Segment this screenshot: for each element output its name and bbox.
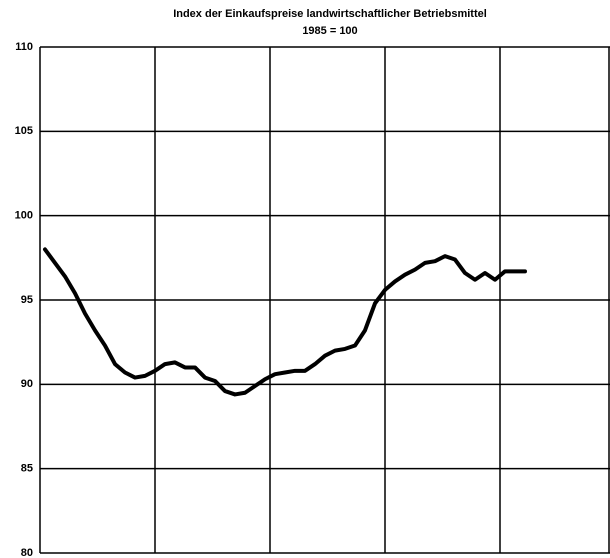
data-line [43, 247, 527, 397]
y-tick-label: 80 [21, 547, 33, 558]
chart-subtitle: 1985 = 100 [302, 25, 357, 37]
y-tick-label: 90 [21, 378, 33, 390]
y-tick-label: 85 [21, 463, 33, 475]
y-tick-label: 110 [15, 41, 33, 53]
y-tick-label: 95 [21, 294, 33, 306]
y-tick-label: 100 [15, 210, 33, 222]
y-tick-label: 105 [15, 125, 33, 137]
chart-title: Index der Einkaufspreise landwirtschaftl… [173, 8, 487, 20]
